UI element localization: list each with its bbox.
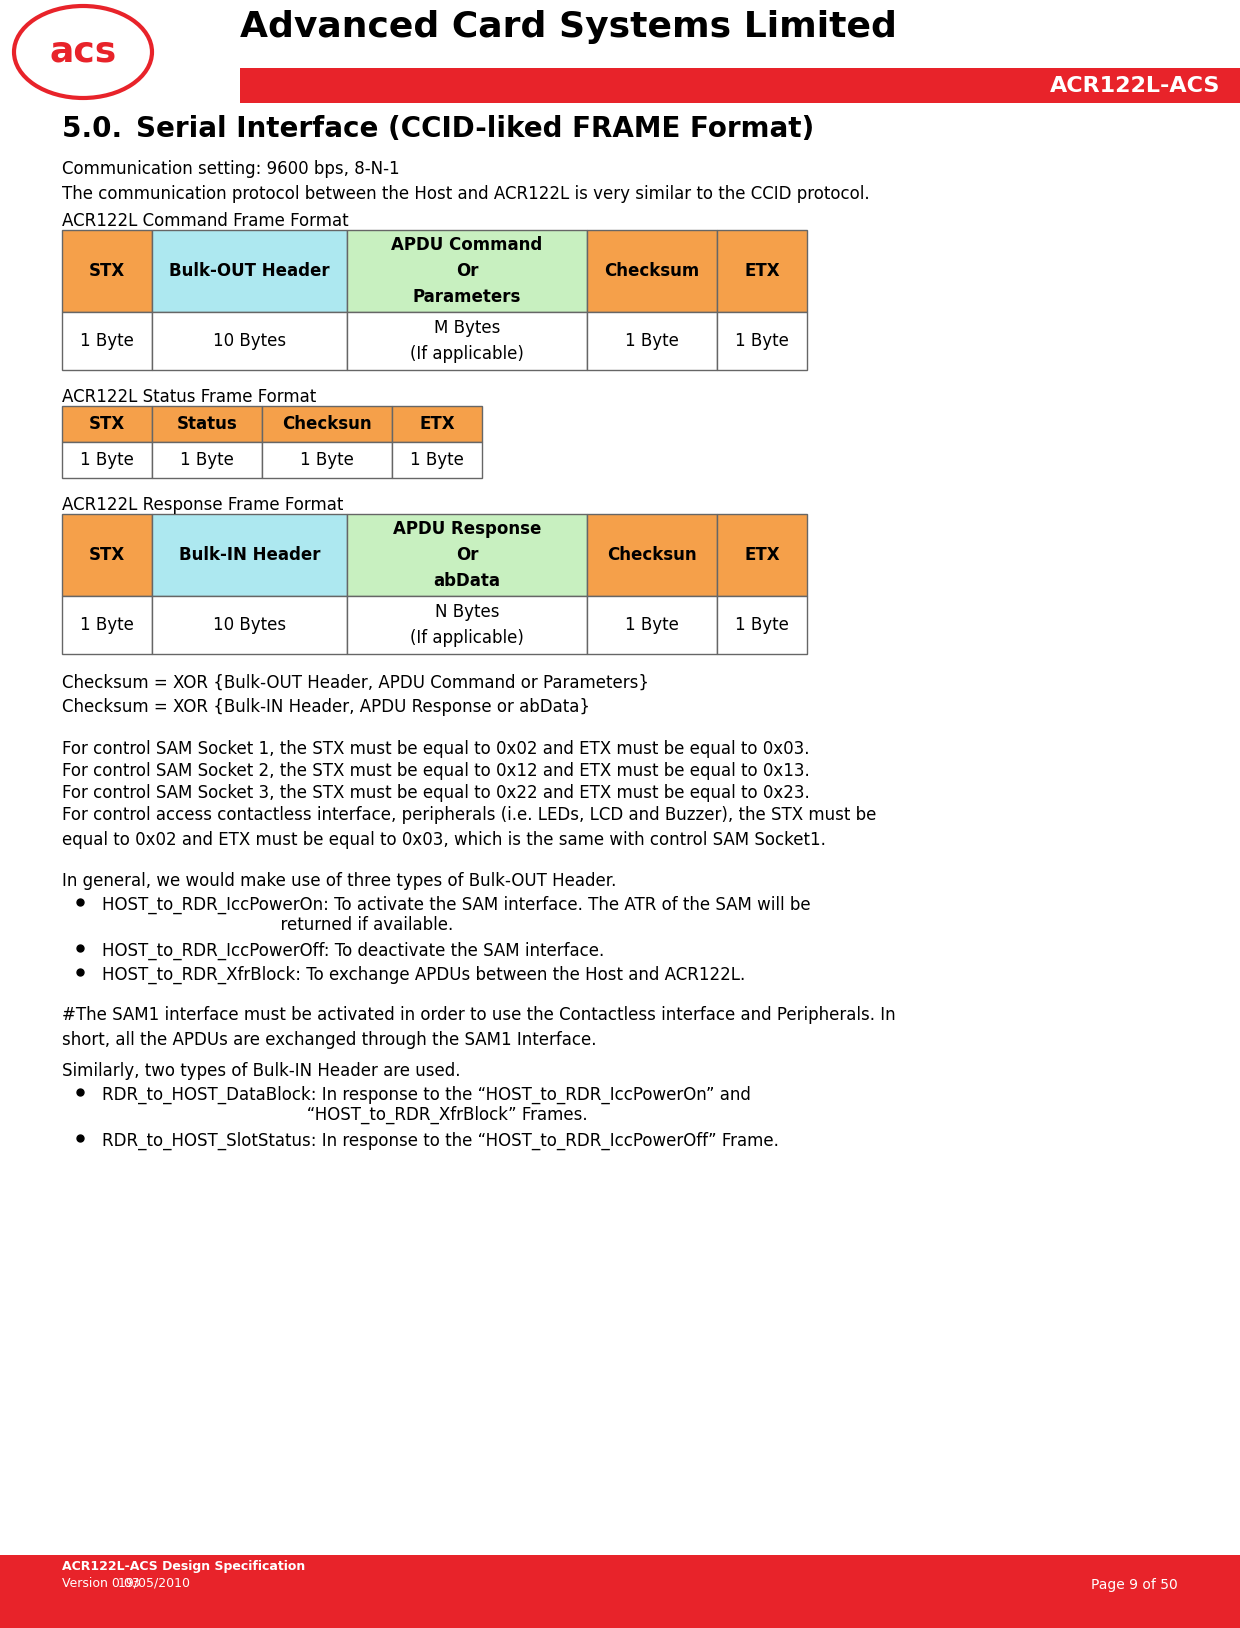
Text: Checksum: Checksum [604,262,699,280]
Bar [0,1555,1240,1628]
Text: Communication setting: 9600 bps, 8-N-1: Communication setting: 9600 bps, 8-N-1 [62,160,399,177]
Text: M Bytes
(If applicable): M Bytes (If applicable) [410,319,525,363]
Text: ETX: ETX [744,262,780,280]
Bar [62,514,153,596]
Text: Version 0.03: Version 0.03 [62,1578,140,1591]
Text: 10 Bytes: 10 Bytes [213,615,286,633]
Text: 1 Byte: 1 Byte [81,451,134,469]
Text: ACR122L Command Frame Format: ACR122L Command Frame Format [62,212,348,230]
Bar [347,230,587,313]
Bar [717,514,807,596]
Bar [392,405,482,441]
Text: Checksum = XOR {Bulk-OUT Header, APDU Command or Parameters}: Checksum = XOR {Bulk-OUT Header, APDU Co… [62,674,649,692]
Text: Advanced Card Systems Limited: Advanced Card Systems Limited [241,10,897,44]
Bar [262,441,392,479]
Text: APDU Command
Or
Parameters: APDU Command Or Parameters [392,236,543,306]
Bar [262,405,392,441]
Text: N Bytes
(If applicable): N Bytes (If applicable) [410,602,525,648]
Text: For control SAM Socket 2, the STX must be equal to 0x12 and ETX must be equal to: For control SAM Socket 2, the STX must b… [62,762,810,780]
Text: returned if available.: returned if available. [102,917,454,934]
Text: STX: STX [89,415,125,433]
Text: The communication protocol between the Host and ACR122L is very similar to the C: The communication protocol between the H… [62,186,869,204]
Bar [392,441,482,479]
Text: In general, we would make use of three types of Bulk-OUT Header.: In general, we would make use of three t… [62,873,616,891]
Text: 19/05/2010: 19/05/2010 [62,1578,190,1591]
Text: ACR122L Status Frame Format: ACR122L Status Frame Format [62,387,316,405]
Text: 1 Byte: 1 Byte [81,615,134,633]
Bar [62,596,153,654]
Text: For control SAM Socket 1, the STX must be equal to 0x02 and ETX must be equal to: For control SAM Socket 1, the STX must b… [62,741,810,759]
Text: Page 9 of 50: Page 9 of 50 [1091,1578,1178,1592]
Text: 1 Byte: 1 Byte [625,332,680,350]
Bar [153,405,262,441]
Text: ETX: ETX [419,415,455,433]
Text: Checksum = XOR {Bulk-IN Header, APDU Response or abData}: Checksum = XOR {Bulk-IN Header, APDU Res… [62,698,590,716]
Text: Similarly, two types of Bulk-IN Header are used.: Similarly, two types of Bulk-IN Header a… [62,1061,460,1079]
Text: 1 Byte: 1 Byte [410,451,464,469]
Text: Checksun: Checksun [608,545,697,563]
Text: STX: STX [89,545,125,563]
Text: Bulk-OUT Header: Bulk-OUT Header [169,262,330,280]
Text: 1 Byte: 1 Byte [300,451,353,469]
Text: “HOST_to_RDR_XfrBlock” Frames.: “HOST_to_RDR_XfrBlock” Frames. [102,1105,588,1125]
Text: 5.0. Serial Interface (CCID-liked FRAME Format): 5.0. Serial Interface (CCID-liked FRAME … [62,116,815,143]
Bar [587,230,717,313]
Text: STX: STX [89,262,125,280]
Bar [717,230,807,313]
Bar [587,514,717,596]
Text: 1 Byte: 1 Byte [180,451,234,469]
Bar [347,596,587,654]
Bar [62,441,153,479]
Text: ACR122L-ACS Design Specification: ACR122L-ACS Design Specification [62,1560,305,1573]
Text: HOST_to_RDR_IccPowerOff: To deactivate the SAM interface.: HOST_to_RDR_IccPowerOff: To deactivate t… [102,943,604,961]
Bar [62,405,153,441]
Bar [347,514,587,596]
Text: RDR_to_HOST_DataBlock: In response to the “HOST_to_RDR_IccPowerOn” and: RDR_to_HOST_DataBlock: In response to th… [102,1086,751,1104]
Text: For control SAM Socket 3, the STX must be equal to 0x22 and ETX must be equal to: For control SAM Socket 3, the STX must b… [62,785,810,803]
Bar [347,313,587,370]
Text: acs: acs [50,34,117,68]
Bar [153,596,347,654]
Bar [0,0,1240,103]
Text: ETX: ETX [744,545,780,563]
Text: 1 Byte: 1 Byte [81,332,134,350]
Bar [153,230,347,313]
Text: 10 Bytes: 10 Bytes [213,332,286,350]
Text: 1 Byte: 1 Byte [735,332,789,350]
Bar [62,230,153,313]
Text: ACR122L-ACS: ACR122L-ACS [1049,75,1220,96]
Text: For control access contactless interface, peripherals (i.e. LEDs, LCD and Buzzer: For control access contactless interface… [62,806,877,848]
Text: 1 Byte: 1 Byte [735,615,789,633]
Text: #The SAM1 interface must be activated in order to use the Contactless interface : #The SAM1 interface must be activated in… [62,1006,895,1048]
Bar [153,441,262,479]
Bar [587,313,717,370]
Bar [62,313,153,370]
Text: APDU Response
Or
abData: APDU Response Or abData [393,519,541,591]
Bar [153,313,347,370]
Bar [717,596,807,654]
Text: HOST_to_RDR_IccPowerOn: To activate the SAM interface. The ATR of the SAM will b: HOST_to_RDR_IccPowerOn: To activate the … [102,895,811,915]
Text: ACR122L Response Frame Format: ACR122L Response Frame Format [62,497,343,514]
Bar [717,313,807,370]
Bar [241,68,1240,103]
Text: HOST_to_RDR_XfrBlock: To exchange APDUs between the Host and ACR122L.: HOST_to_RDR_XfrBlock: To exchange APDUs … [102,965,745,985]
Text: Status: Status [176,415,237,433]
Text: Bulk-IN Header: Bulk-IN Header [179,545,320,563]
Text: 1 Byte: 1 Byte [625,615,680,633]
Bar [587,596,717,654]
Bar [153,514,347,596]
Ellipse shape [14,7,153,98]
Text: Checksun: Checksun [283,415,372,433]
Text: RDR_to_HOST_SlotStatus: In response to the “HOST_to_RDR_IccPowerOff” Frame.: RDR_to_HOST_SlotStatus: In response to t… [102,1131,779,1151]
